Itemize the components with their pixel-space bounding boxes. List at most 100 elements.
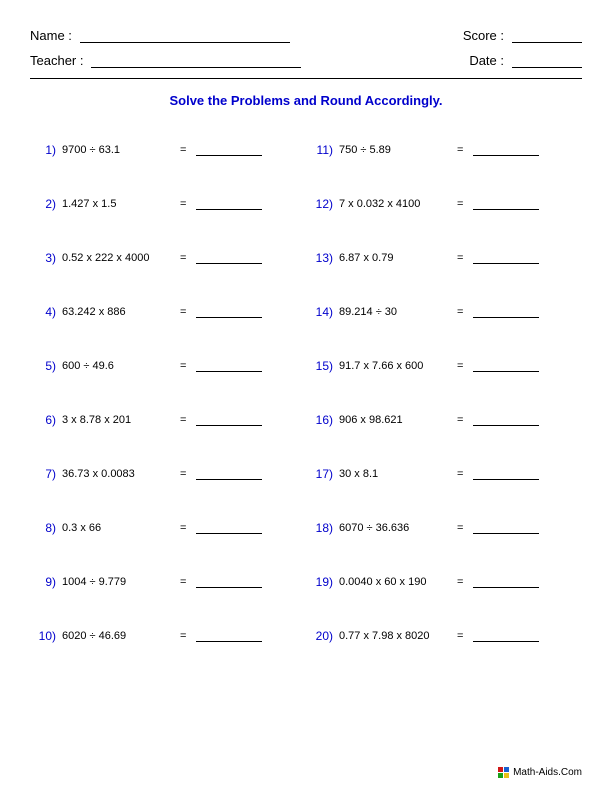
- problem-expression: 89.214 ÷ 30: [339, 306, 457, 318]
- instructions: Solve the Problems and Round Accordingly…: [30, 93, 582, 108]
- problem-row: 16)906 x 98.621=: [309, 400, 580, 440]
- answer-blank[interactable]: [473, 522, 539, 534]
- problem-number: 17): [309, 467, 339, 481]
- problem-number: 3): [32, 251, 62, 265]
- problem-expression: 6.87 x 0.79: [339, 252, 457, 264]
- problem-number: 19): [309, 575, 339, 589]
- equals-sign: =: [180, 576, 196, 588]
- equals-sign: =: [457, 414, 473, 426]
- problem-row: 11)750 ÷ 5.89=: [309, 130, 580, 170]
- date-label: Date :: [469, 53, 504, 68]
- equals-sign: =: [180, 360, 196, 372]
- answer-blank[interactable]: [196, 630, 262, 642]
- footer-text: Math-Aids.Com: [513, 767, 582, 778]
- problem-number: 2): [32, 197, 62, 211]
- problem-row: 14)89.214 ÷ 30=: [309, 292, 580, 332]
- answer-blank[interactable]: [196, 468, 262, 480]
- problem-row: 19)0.0040 x 60 x 190=: [309, 562, 580, 602]
- problem-row: 6)3 x 8.78 x 201=: [32, 400, 303, 440]
- problem-number: 5): [32, 359, 62, 373]
- equals-sign: =: [180, 252, 196, 264]
- answer-blank[interactable]: [473, 198, 539, 210]
- equals-sign: =: [457, 522, 473, 534]
- equals-sign: =: [457, 252, 473, 264]
- teacher-blank[interactable]: [91, 54, 301, 68]
- problem-row: 13)6.87 x 0.79=: [309, 238, 580, 278]
- equals-sign: =: [457, 144, 473, 156]
- problem-row: 2)1.427 x 1.5=: [32, 184, 303, 224]
- answer-blank[interactable]: [473, 306, 539, 318]
- problem-number: 12): [309, 197, 339, 211]
- equals-sign: =: [180, 630, 196, 642]
- equals-sign: =: [457, 306, 473, 318]
- problem-expression: 750 ÷ 5.89: [339, 144, 457, 156]
- answer-blank[interactable]: [473, 252, 539, 264]
- problem-number: 6): [32, 413, 62, 427]
- problem-row: 1)9700 ÷ 63.1=: [32, 130, 303, 170]
- problem-number: 4): [32, 305, 62, 319]
- date-field: Date :: [469, 53, 582, 68]
- problem-row: 7)36.73 x 0.0083=: [32, 454, 303, 494]
- problem-row: 3)0.52 x 222 x 4000=: [32, 238, 303, 278]
- answer-blank[interactable]: [473, 630, 539, 642]
- problem-expression: 7 x 0.032 x 4100: [339, 198, 457, 210]
- answer-blank[interactable]: [196, 306, 262, 318]
- footer: Math-Aids.Com: [498, 767, 582, 778]
- problem-row: 10)6020 ÷ 46.69=: [32, 616, 303, 656]
- answer-blank[interactable]: [473, 414, 539, 426]
- problem-expression: 0.3 x 66: [62, 522, 180, 534]
- problem-expression: 30 x 8.1: [339, 468, 457, 480]
- answer-blank[interactable]: [196, 144, 262, 156]
- problem-row: 5)600 ÷ 49.6=: [32, 346, 303, 386]
- problem-number: 15): [309, 359, 339, 373]
- equals-sign: =: [457, 630, 473, 642]
- date-blank[interactable]: [512, 54, 582, 68]
- problem-expression: 3 x 8.78 x 201: [62, 414, 180, 426]
- problem-expression: 600 ÷ 49.6: [62, 360, 180, 372]
- answer-blank[interactable]: [473, 468, 539, 480]
- header-row-1: Name : Score :: [30, 28, 582, 43]
- problem-expression: 1004 ÷ 9.779: [62, 576, 180, 588]
- problem-number: 9): [32, 575, 62, 589]
- problem-number: 14): [309, 305, 339, 319]
- problem-expression: 0.52 x 222 x 4000: [62, 252, 180, 264]
- name-blank[interactable]: [80, 29, 290, 43]
- problem-row: 20)0.77 x 7.98 x 8020=: [309, 616, 580, 656]
- equals-sign: =: [180, 522, 196, 534]
- answer-blank[interactable]: [196, 414, 262, 426]
- answer-blank[interactable]: [196, 522, 262, 534]
- equals-sign: =: [180, 468, 196, 480]
- equals-sign: =: [180, 306, 196, 318]
- problem-expression: 63.242 x 886: [62, 306, 180, 318]
- equals-sign: =: [457, 198, 473, 210]
- name-label: Name :: [30, 28, 72, 43]
- problem-number: 18): [309, 521, 339, 535]
- problem-number: 1): [32, 143, 62, 157]
- problem-number: 10): [32, 629, 62, 643]
- answer-blank[interactable]: [196, 576, 262, 588]
- score-label: Score :: [463, 28, 504, 43]
- problem-number: 20): [309, 629, 339, 643]
- answer-blank[interactable]: [473, 576, 539, 588]
- logo-icon: [498, 767, 509, 778]
- score-field: Score :: [463, 28, 582, 43]
- equals-sign: =: [180, 144, 196, 156]
- answer-blank[interactable]: [473, 360, 539, 372]
- problem-expression: 9700 ÷ 63.1: [62, 144, 180, 156]
- problem-row: 15)91.7 x 7.66 x 600=: [309, 346, 580, 386]
- answer-blank[interactable]: [473, 144, 539, 156]
- equals-sign: =: [457, 360, 473, 372]
- divider: [30, 78, 582, 79]
- problem-expression: 6070 ÷ 36.636: [339, 522, 457, 534]
- problem-expression: 906 x 98.621: [339, 414, 457, 426]
- problem-number: 13): [309, 251, 339, 265]
- answer-blank[interactable]: [196, 360, 262, 372]
- score-blank[interactable]: [512, 29, 582, 43]
- problem-expression: 0.0040 x 60 x 190: [339, 576, 457, 588]
- answer-blank[interactable]: [196, 198, 262, 210]
- equals-sign: =: [457, 576, 473, 588]
- problems-grid: 1)9700 ÷ 63.1=11)750 ÷ 5.89=2)1.427 x 1.…: [30, 130, 582, 656]
- problem-row: 4)63.242 x 886=: [32, 292, 303, 332]
- answer-blank[interactable]: [196, 252, 262, 264]
- problem-expression: 91.7 x 7.66 x 600: [339, 360, 457, 372]
